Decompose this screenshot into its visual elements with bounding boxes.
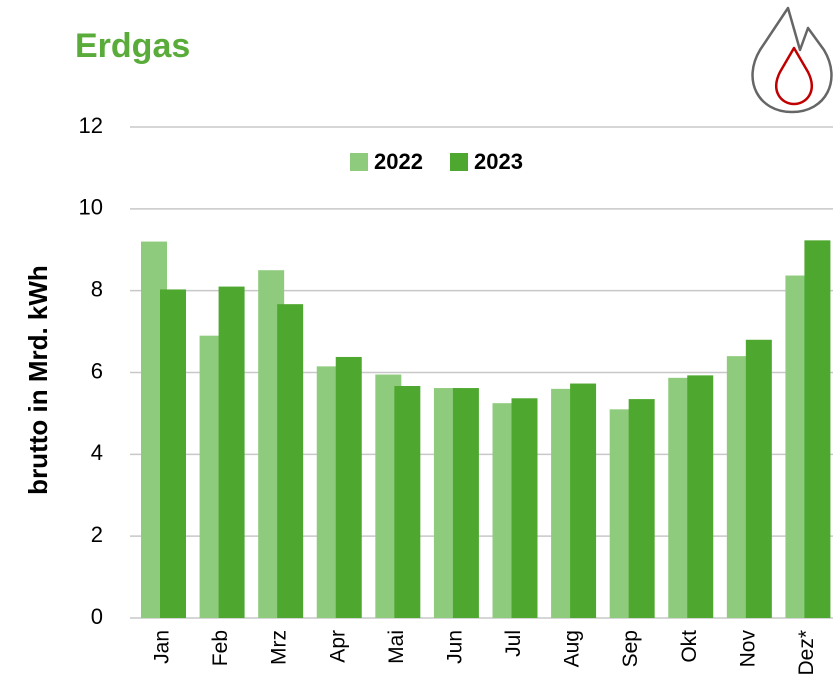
bar <box>394 386 421 618</box>
bar <box>745 339 772 618</box>
legend-label: 2023 <box>474 149 523 174</box>
x-tick-label: Mai <box>385 630 408 664</box>
bar <box>277 304 304 618</box>
x-tick-label: Feb <box>209 630 232 666</box>
bar <box>335 356 362 618</box>
y-axis-label: brutto in Mrd. kWh <box>23 265 53 495</box>
x-tick-label: Sep <box>619 630 642 667</box>
bar <box>804 240 831 618</box>
x-tick-label: Okt <box>678 630 701 663</box>
x-tick-label: Aug <box>561 630 584 667</box>
bar <box>628 399 655 618</box>
bar <box>511 398 538 618</box>
x-tick-label: Jan <box>151 630 174 664</box>
y-tick-label: 2 <box>91 522 103 547</box>
y-tick-label: 0 <box>91 604 103 629</box>
bar <box>570 383 597 618</box>
legend-swatch <box>350 153 368 171</box>
bar <box>160 289 186 618</box>
x-tick-label: Mrz <box>268 630 291 665</box>
bar <box>218 286 245 618</box>
y-tick-label: 6 <box>91 358 103 383</box>
x-tick-label: Jul <box>502 630 525 657</box>
bar <box>687 375 714 618</box>
flame-icon <box>751 6 833 114</box>
x-tick-label: Apr <box>326 630 349 663</box>
y-tick-label: 8 <box>91 276 103 301</box>
x-tick-label: Dez* <box>795 630 818 676</box>
chart-title: Erdgas <box>75 27 190 65</box>
y-tick-label: 12 <box>79 113 103 138</box>
y-tick-label: 10 <box>79 195 103 220</box>
x-tick-label: Nov <box>736 630 759 668</box>
legend-swatch <box>450 153 468 171</box>
y-tick-label: 4 <box>91 440 103 465</box>
bar <box>452 388 479 618</box>
x-tick-label: Jun <box>443 630 466 664</box>
legend-label: 2022 <box>374 149 423 174</box>
